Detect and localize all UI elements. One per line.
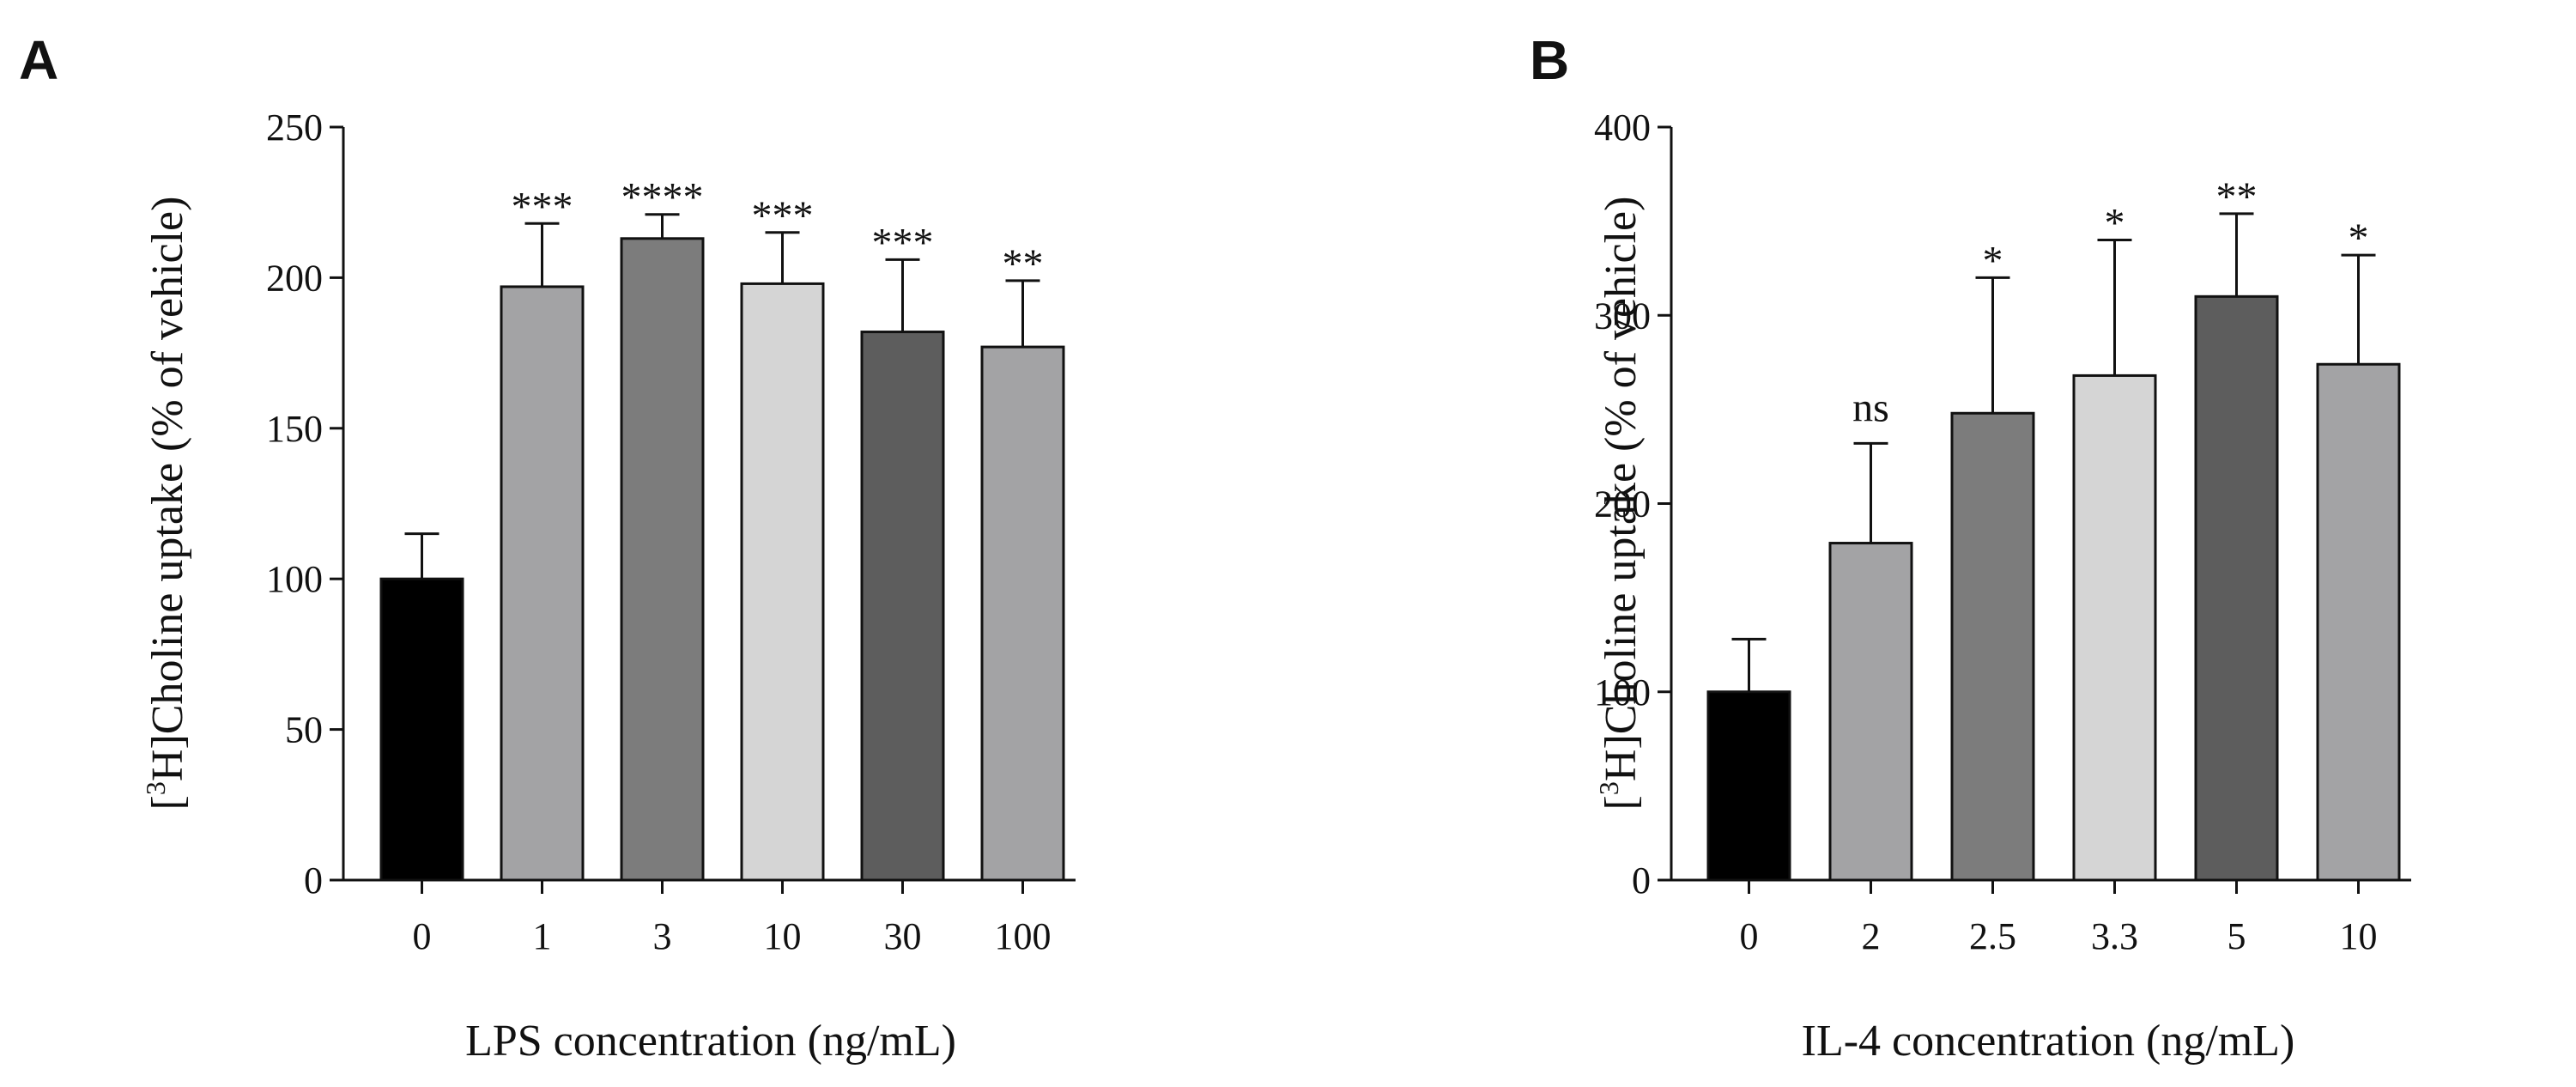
y-tick-label: 100 [266,558,323,600]
significance-label: * [1983,238,2003,283]
y-axis-label: [3H]Choline uptake (% of vehicle) [1593,197,1646,811]
y-label-superscript: 3 [1593,781,1624,795]
bar-0 [1706,690,1791,882]
x-tick-label: 10 [764,915,802,957]
y-tick-label: 300 [1594,295,1651,337]
significance-label: **** [621,175,704,221]
significance-label: ** [1003,241,1044,287]
y-tick-label: 0 [1632,859,1651,902]
bar-30 [860,331,945,882]
x-tick-label: 2.5 [1969,915,2016,957]
y-tick-label: 400 [1594,106,1651,149]
x-tick-label: 2 [1862,915,1881,957]
bar-3 [620,237,705,882]
y-label-text: H]Choline uptake (% of vehicle) [143,197,192,782]
significance-label: ** [2216,174,2258,220]
bar-1 [500,285,585,882]
x-tick-label: 10 [2340,915,2378,957]
x-axis-label: LPS concentration (ng/mL) [465,1017,956,1066]
significance-label: ns [1852,385,1889,430]
y-tick-label: 0 [304,859,323,902]
panel-label: B [1530,29,1569,91]
bar-10 [2316,362,2401,882]
x-tick-label: 5 [2227,915,2246,957]
y-label-bracket: [ [143,795,192,810]
y-tick-label: 100 [1594,671,1651,714]
y-tick-label: 200 [266,257,323,299]
significance-label: * [2349,216,2369,261]
significance-label: *** [752,193,814,239]
x-tick-label: 3.3 [2091,915,2138,957]
significance-label: *** [872,220,934,265]
significance-label: *** [512,184,573,229]
bar-0 [379,577,464,882]
bar-100 [980,345,1065,882]
x-tick-label: 0 [413,915,432,957]
bar-2 [1828,542,1913,882]
y-tick-label: 50 [285,709,323,751]
y-label-superscript: 3 [140,781,171,795]
significance-label: * [2105,201,2125,246]
panel-label: A [19,29,58,91]
y-axis-label: [3H]Choline uptake (% of vehicle) [140,197,192,811]
bar-3.3 [2072,373,2157,882]
x-axis-label: IL-4 concentration (ng/mL) [1802,1017,2295,1066]
panel-b: B 0 100 200 300 400 0 2 ns 2.5 * 3.3 * 5 ** 10 * IL-4 con… [1530,29,2411,1066]
bar-5 [2194,295,2279,882]
y-label-bracket: [ [1597,795,1646,810]
x-tick-label: 0 [1740,915,1759,957]
y-tick-label: 250 [266,106,323,149]
bar-10 [740,282,825,882]
y-label-text: H]Choline uptake (% of vehicle) [1597,197,1646,782]
x-tick-label: 1 [533,915,552,957]
x-tick-label: 100 [995,915,1052,957]
y-tick-label: 200 [1594,483,1651,525]
bar-2.5 [1950,411,2035,882]
y-tick-label: 150 [266,408,323,450]
panel-a: A 0 50 100 150 200 250 0 1 *** 3 **** 10 *** 30 *** 100 *… [19,29,1076,1066]
x-tick-label: 3 [653,915,672,957]
x-tick-label: 30 [884,915,922,957]
